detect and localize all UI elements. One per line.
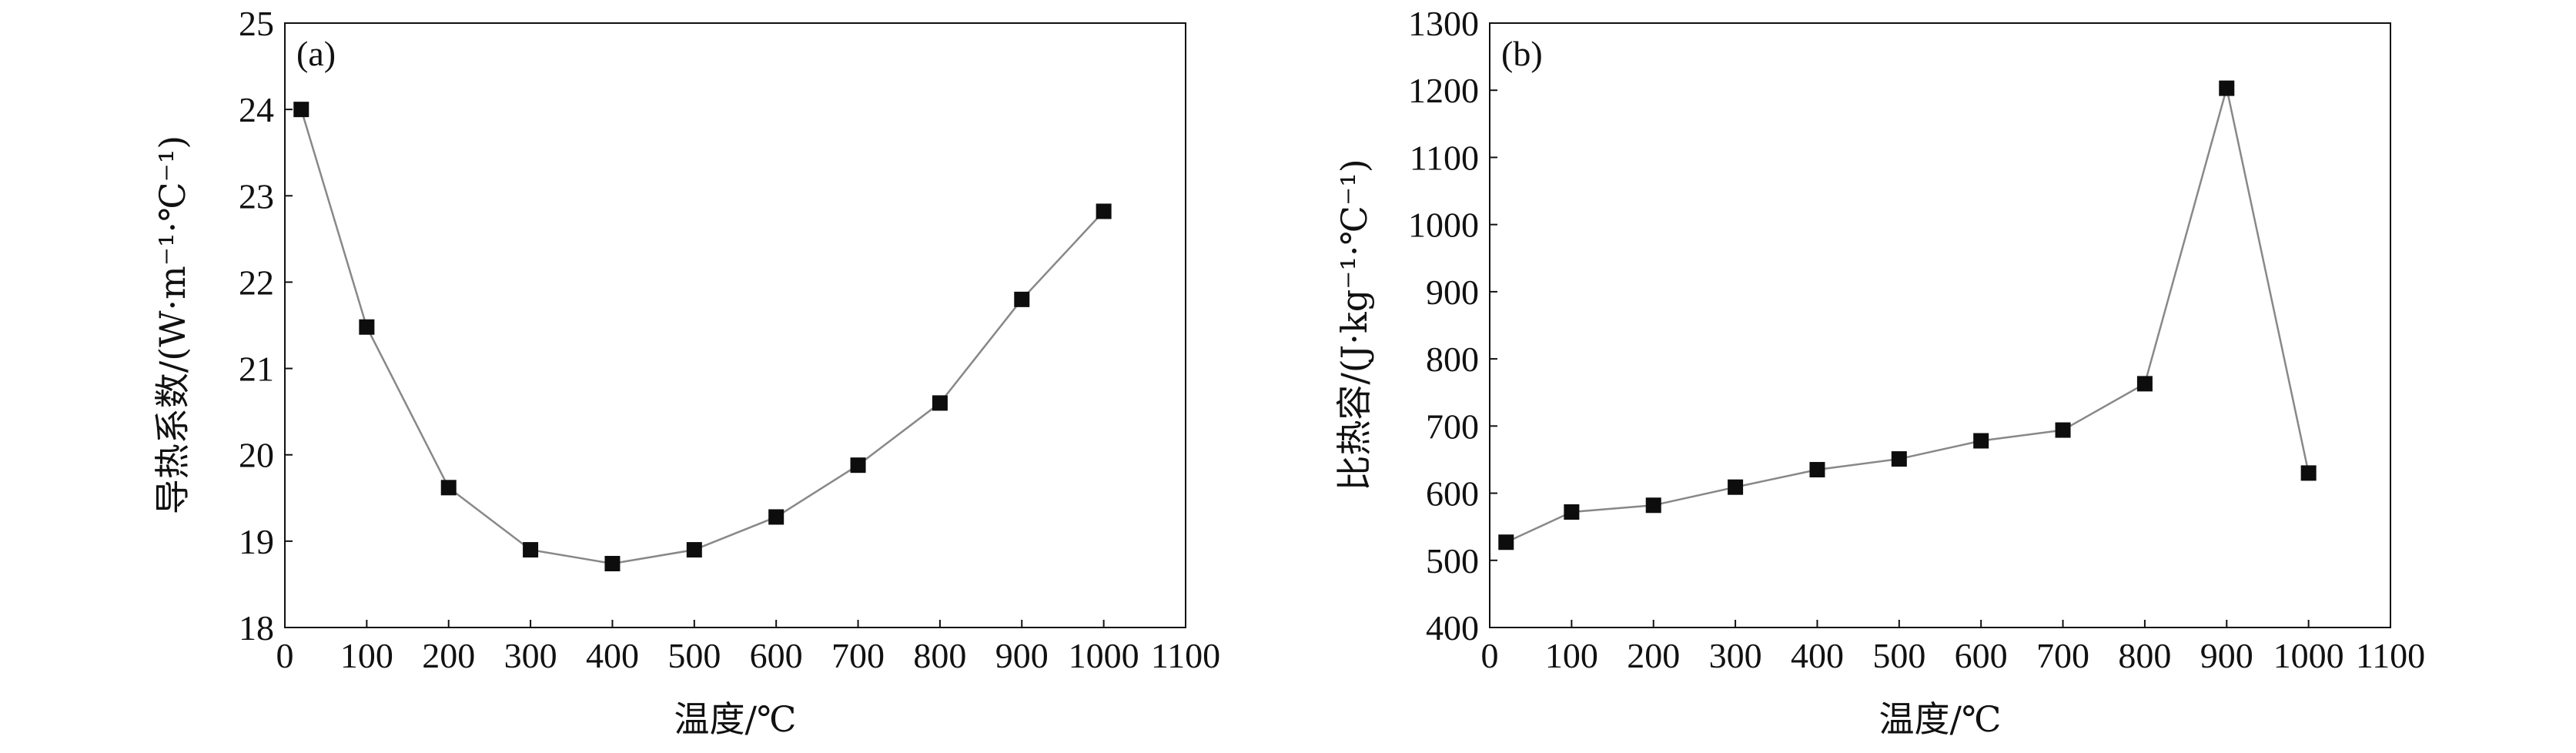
x-tick-label-a: 1000 [1069,636,1139,675]
y-tick-label-a: 24 [239,90,274,129]
y-tick-label-a: 23 [239,176,274,216]
data-point-b [1564,504,1580,520]
x-tick-label-a: 400 [586,636,639,675]
y-tick-label-b: 1000 [1408,206,1479,245]
y-tick-label-a: 19 [239,522,274,561]
data-point-b [1645,497,1661,514]
data-point-b [2055,422,2071,438]
x-tick-label-a: 800 [913,636,966,675]
panel-label-a: (a) [296,34,336,73]
y-tick-label-b: 800 [1426,340,1479,379]
ticks-a: 0 100 200 300 400 500 600 700 800 900 1000 1100 18 19… [239,4,1220,675]
x-tick-label-b: 900 [2200,636,2253,675]
y-tick-label-b: 700 [1426,407,1479,446]
data-point-a [523,542,539,558]
data-point-b [1498,534,1514,551]
data-point-a [1014,291,1030,307]
y-tick-label-a: 20 [239,436,274,475]
x-tick-label-b: 500 [1872,636,1925,675]
data-point-b [1728,479,1744,495]
plot-area-a [284,22,1186,628]
data-point-a [850,457,866,474]
x-tick-label-a: 600 [750,636,803,675]
y-tick-label-a: 22 [239,263,274,302]
x-tick-label-b: 200 [1627,636,1680,675]
x-tick-label-b: 0 [1481,636,1499,675]
data-point-b [1973,433,1989,449]
series-a [293,102,1112,572]
y-tick-label-b: 600 [1426,474,1479,514]
plot-area-b [1489,22,2391,628]
data-point-a [768,509,785,525]
x-tick-label-b: 800 [2118,636,2171,675]
x-tick-label-a: 700 [831,636,885,675]
data-point-b [2136,376,2153,392]
y-axis-title-a: 导热系数/(W·m⁻¹·℃⁻¹) [152,136,193,514]
x-tick-label-a: 1100 [1151,636,1220,675]
x-tick-label-a: 0 [276,636,294,675]
y-tick-label-b: 1100 [1410,138,1479,177]
x-tick-label-a: 900 [995,636,1049,675]
panel-b: 0 100 200 300 400 500 600 700 800 900 1000 1100 400 5… [1333,4,2425,740]
y-tick-label-b: 900 [1426,273,1479,312]
x-tick-label-a: 200 [422,636,475,675]
data-point-b [2219,80,2235,96]
x-tick-label-b: 600 [1955,636,2008,675]
series-line-a [300,109,1105,565]
data-point-a [1096,203,1112,219]
x-tick-label-b: 1100 [2356,636,2425,675]
x-axis-title-a: 温度/℃ [674,698,797,740]
y-axis-title-b: 比热容/(J·kg⁻¹·℃⁻¹) [1333,159,1375,490]
x-tick-label-b: 1000 [2273,636,2344,675]
x-tick-label-b: 700 [2036,636,2089,675]
y-tick-label-a: 18 [239,608,274,648]
y-tick-label-b: 400 [1426,608,1479,648]
y-tick-label-b: 1200 [1408,71,1479,110]
data-point-b [1891,451,1907,467]
y-tick-label-a: 25 [239,4,274,43]
x-tick-label-b: 100 [1545,636,1598,675]
series-line-b [1505,88,2310,544]
data-point-b [2300,465,2317,481]
data-point-a [932,395,948,411]
y-tick-label-b: 500 [1426,541,1479,581]
x-tick-label-a: 100 [340,636,393,675]
x-axis-title-b: 温度/℃ [1879,698,2002,740]
data-point-a [440,480,457,496]
x-tick-label-a: 500 [667,636,721,675]
series-b [1498,80,2317,551]
y-tick-label-b: 1300 [1408,4,1479,43]
x-tick-label-b: 300 [1709,636,1762,675]
y-tick-label-a: 21 [239,350,274,389]
data-point-a [686,542,702,558]
x-tick-label-a: 300 [504,636,557,675]
data-point-a [293,102,309,118]
data-point-b [1809,462,1825,478]
data-point-a [604,556,621,572]
ticks-b: 0 100 200 300 400 500 600 700 800 900 1000 1100 400 5… [1408,4,2425,675]
panel-a: 0 100 200 300 400 500 600 700 800 900 1000 1100 18 19… [152,4,1220,740]
panel-label-b: (b) [1501,34,1543,73]
data-point-a [359,319,375,335]
x-tick-label-b: 400 [1791,636,1844,675]
